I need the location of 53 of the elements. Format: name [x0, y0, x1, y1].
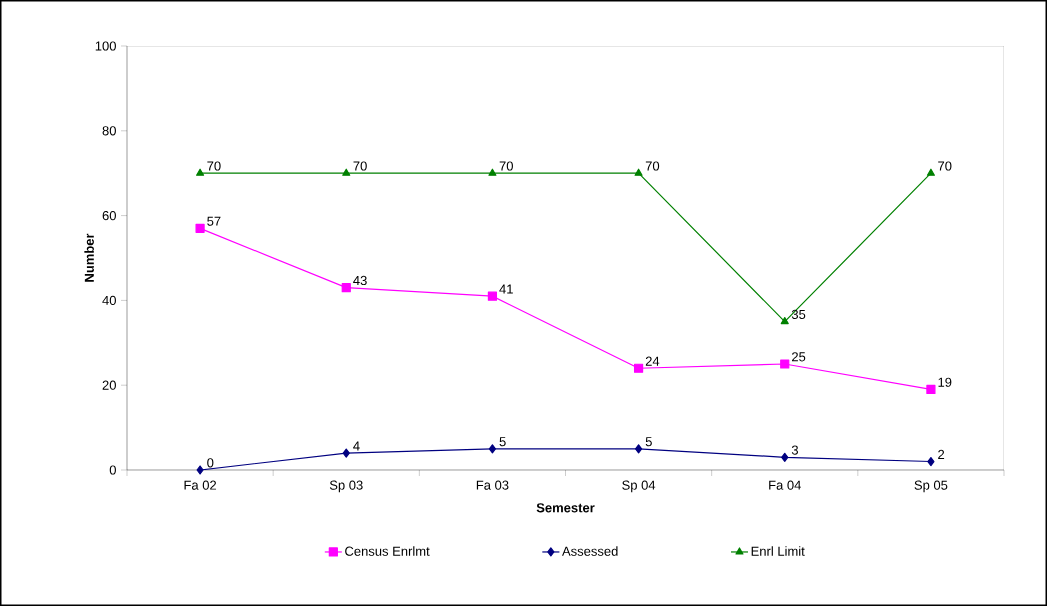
x-tick-label: Sp 04	[622, 480, 656, 493]
data-label: 35	[791, 309, 806, 319]
data-label: 2	[938, 449, 945, 459]
point	[926, 168, 935, 176]
x-axis-title: Semester	[536, 503, 595, 513]
data-label: 5	[645, 437, 652, 447]
x-tick-label: Sp 03	[329, 480, 363, 493]
x-tick-label: Fa 03	[476, 480, 509, 490]
data-label: 0	[207, 458, 214, 468]
point	[195, 223, 205, 233]
data-label: 19	[938, 377, 952, 387]
data-label: 41	[499, 284, 513, 294]
data-label: 4	[353, 441, 360, 451]
point	[634, 168, 643, 176]
y-tick-label: 0	[109, 465, 116, 475]
point	[780, 359, 790, 369]
data-label: 70	[499, 161, 513, 171]
point	[780, 317, 789, 325]
point	[342, 168, 351, 176]
point	[341, 283, 351, 293]
y-axis-title: Number	[84, 233, 94, 282]
y-tick-label: 20	[102, 380, 116, 390]
y-tick-label: 80	[102, 126, 116, 136]
point	[196, 168, 205, 176]
point	[781, 452, 789, 462]
y-tick-label: 40	[102, 295, 116, 305]
data-label: 25	[792, 352, 806, 362]
data-label: 70	[353, 161, 367, 171]
data-label: 70	[938, 161, 952, 171]
legend-label: Enrl Limit	[751, 546, 805, 556]
legend-label: Assessed	[562, 546, 618, 556]
data-label: 24	[645, 356, 660, 366]
point	[487, 291, 498, 301]
data-label: 57	[207, 216, 221, 226]
point	[634, 444, 643, 454]
point	[926, 384, 936, 395]
data-label: 70	[207, 161, 221, 171]
point	[927, 456, 935, 467]
y-tick-label: 100	[95, 41, 116, 51]
point	[633, 363, 644, 373]
point	[342, 448, 350, 458]
data-label: 43	[353, 275, 367, 286]
data-label: 5	[499, 437, 506, 447]
point	[196, 465, 204, 475]
legend-label: Census Enrlmt	[345, 546, 430, 556]
point	[488, 168, 497, 176]
y-tick-label: 60	[102, 210, 116, 221]
data-label: 3	[791, 445, 799, 455]
x-tick-label: Sp 05	[914, 480, 948, 493]
x-tick-label: Fa 04	[769, 480, 801, 490]
x-tick-label: Fa 02	[184, 480, 217, 490]
data-label: 70	[645, 161, 660, 171]
point	[488, 444, 497, 454]
